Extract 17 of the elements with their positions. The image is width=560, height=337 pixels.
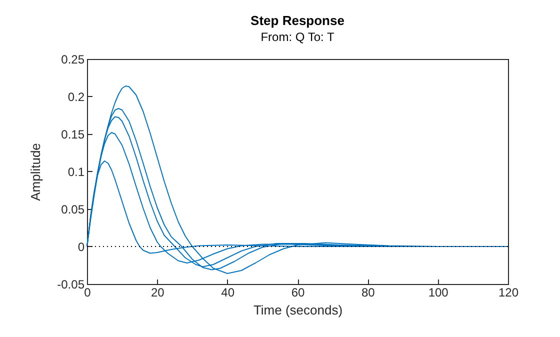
y-tick-label: -0.05: [57, 278, 85, 292]
y-axis-title: Amplitude: [28, 143, 44, 201]
y-tick-label: 0.1: [68, 165, 85, 179]
x-tick-label: 20: [150, 286, 165, 300]
x-tick-label: 120: [498, 286, 519, 300]
x-axis-title: Time (seconds): [253, 302, 343, 318]
y-tick-label: 0.25: [61, 52, 85, 66]
x-tick-label: 80: [361, 286, 376, 300]
chart-title: Step Response: [250, 13, 344, 28]
x-tick-label: 40: [221, 286, 235, 300]
chart-subtitle: From: Q To: T: [260, 30, 335, 44]
y-tick-label: 0.05: [61, 202, 85, 216]
y-tick-label: 0: [78, 240, 85, 254]
x-tick-label: 60: [291, 286, 305, 300]
y-tick-label: 0.15: [61, 128, 85, 142]
y-tick-label: 0.2: [68, 90, 85, 104]
x-tick-label: 100: [428, 286, 449, 300]
